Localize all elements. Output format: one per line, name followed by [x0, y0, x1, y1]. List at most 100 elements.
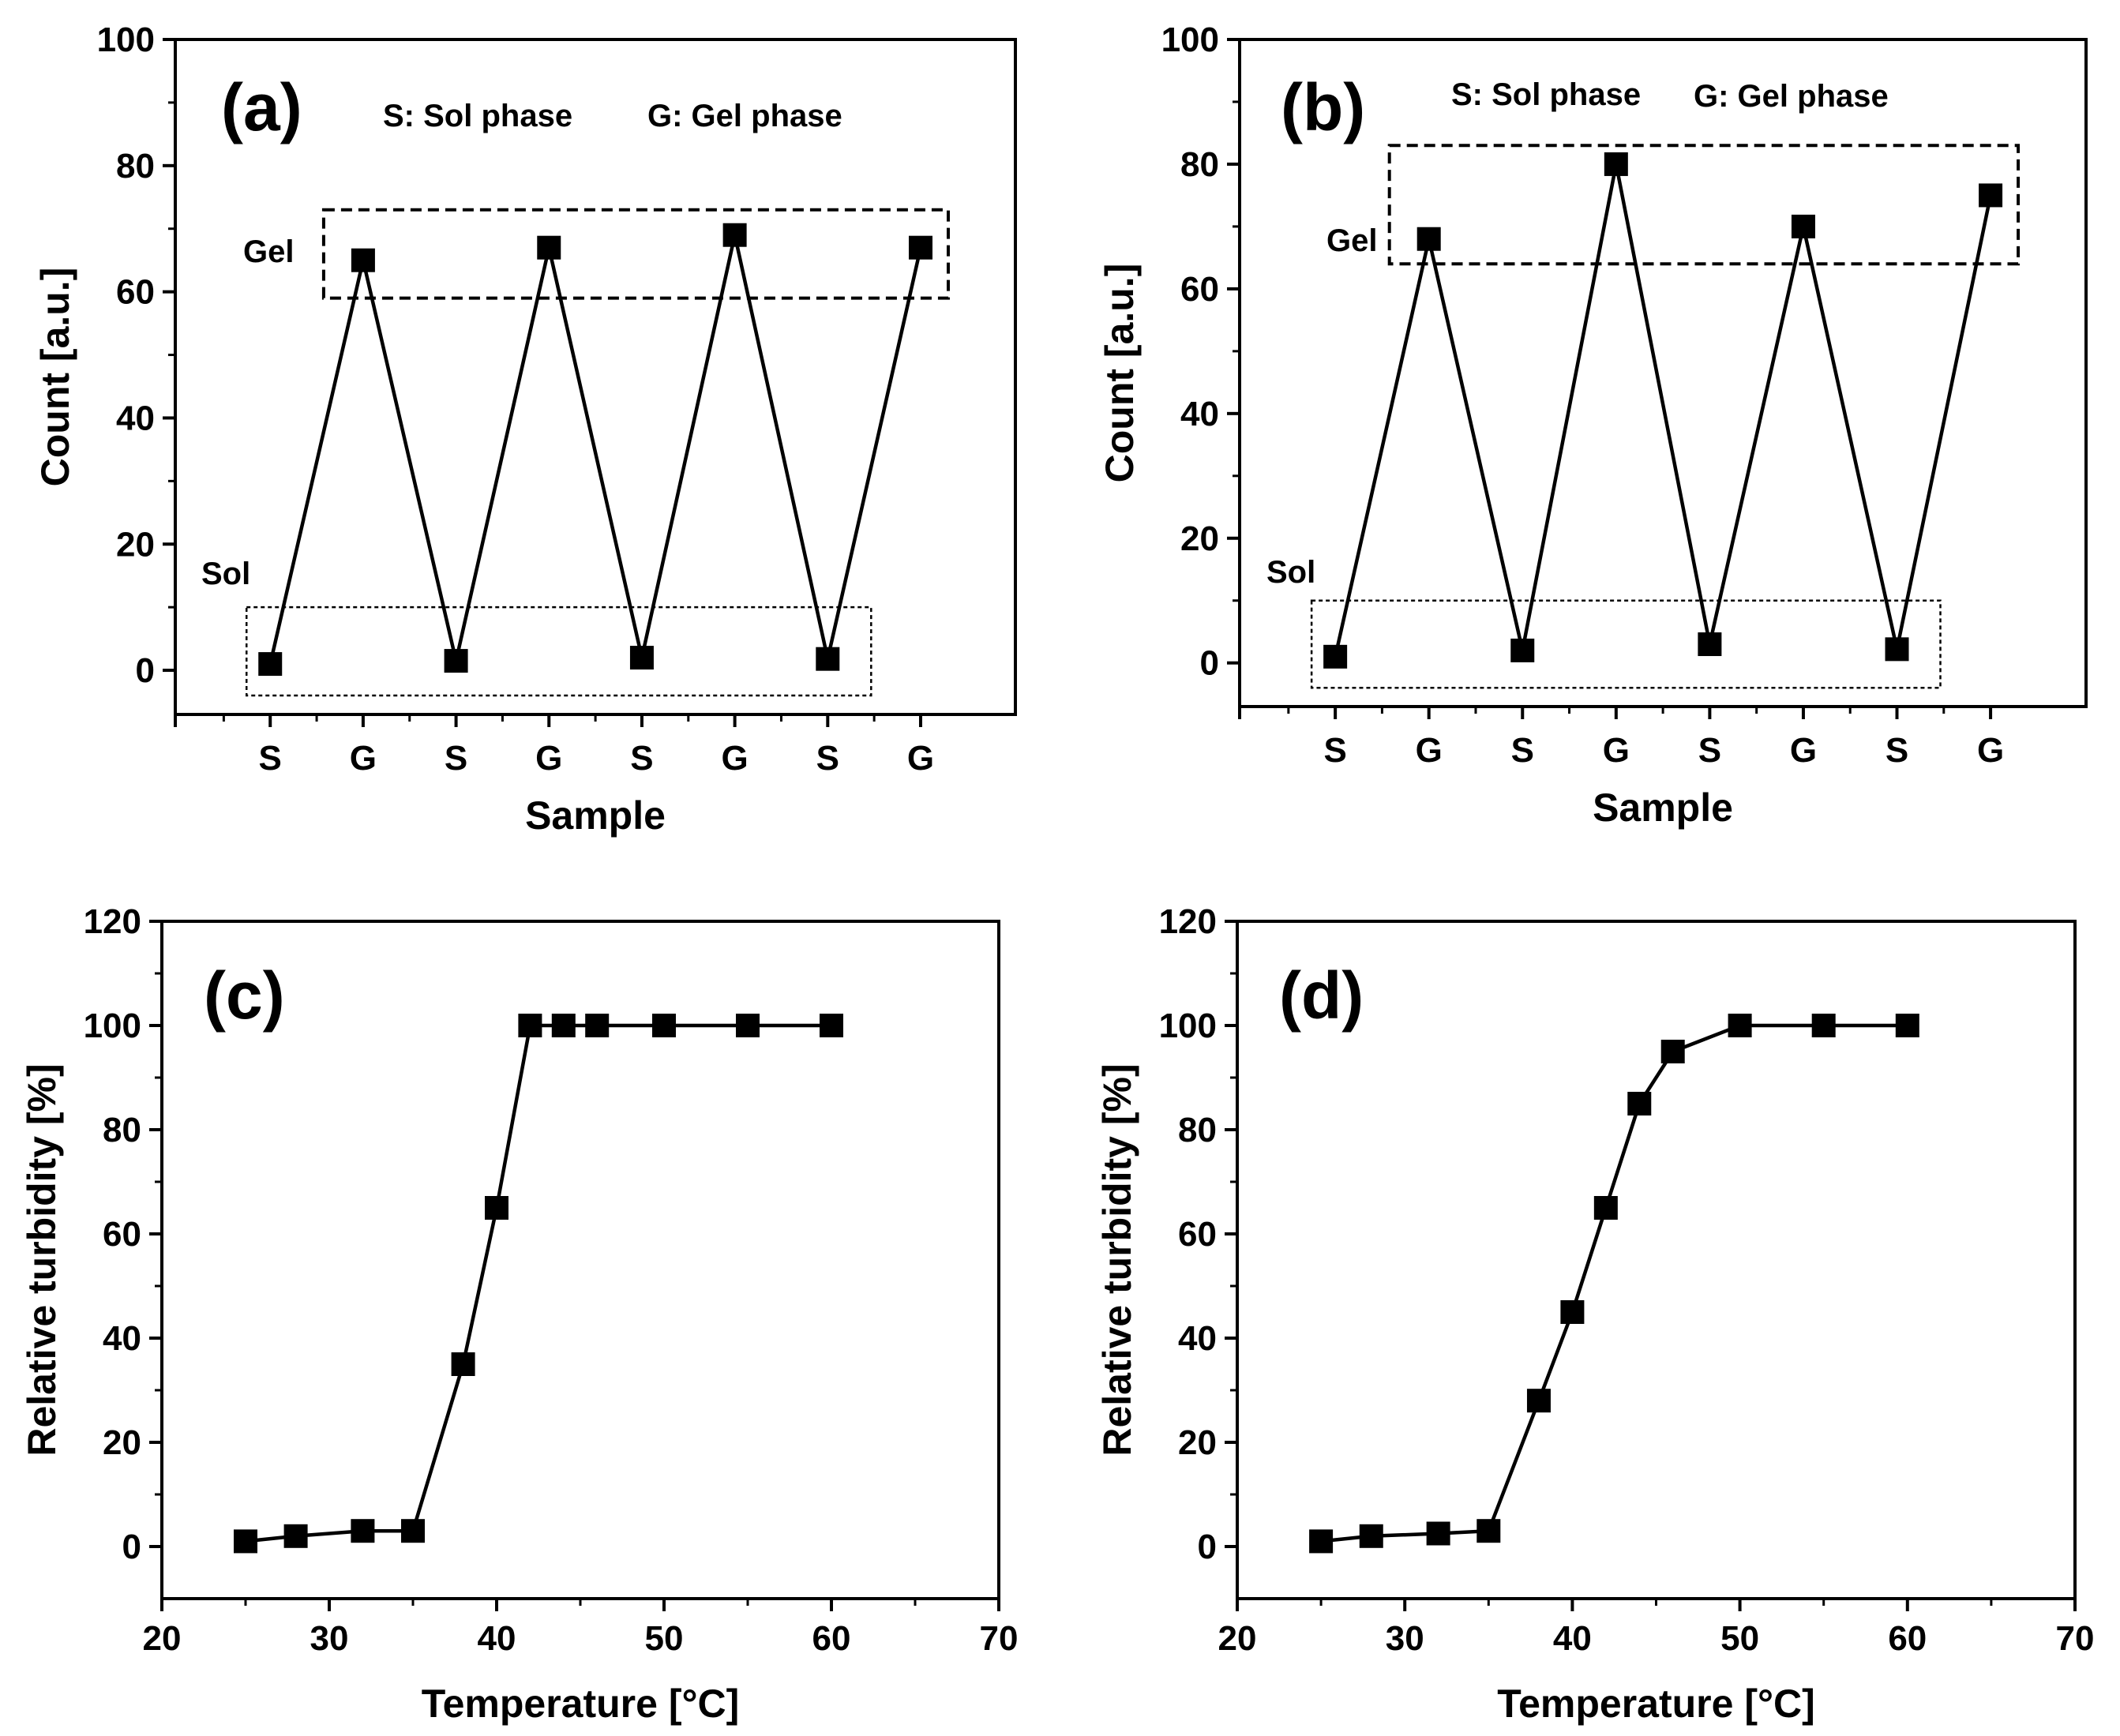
y-tick-label: 20: [116, 525, 155, 564]
data-point: [1660, 1040, 1685, 1063]
y-tick-label: 80: [1180, 145, 1219, 184]
y-tick-label: 60: [1178, 1215, 1217, 1254]
x-tick-label: 40: [1553, 1619, 1592, 1658]
y-axis-title: Relative turbidity [%]: [1095, 1063, 1139, 1456]
series-line: [1320, 1023, 1908, 1543]
x-tick-label: S: [1698, 731, 1721, 770]
y-axis-title: Count [a.u.]: [33, 268, 77, 487]
data-point: [351, 1519, 375, 1543]
x-tick-label: S: [816, 739, 839, 778]
x-tick-label: 30: [1386, 1619, 1424, 1658]
data-point: [1309, 1529, 1334, 1554]
sol-region-label: Sol: [201, 557, 250, 591]
x-tick-label: 60: [1888, 1619, 1927, 1658]
chart-a: 0 20 40 60 80 100 S G S G S G S G Sample Count [a.u.] (a…: [33, 21, 1017, 838]
x-tick-label: 70: [980, 1619, 1019, 1658]
x-tick-label: 60: [812, 1619, 851, 1658]
y-tick-label: 20: [1180, 519, 1219, 558]
x-tick-label: S: [1885, 731, 1908, 770]
data-point: [537, 235, 561, 260]
data-point: [234, 1529, 257, 1554]
x-tick-label: 20: [143, 1619, 182, 1658]
chart-c: 0 20 40 60 80 100 120 20 30 40 50 60 70 Temperature […: [20, 902, 1018, 1726]
y-tick-label: 60: [1180, 270, 1219, 309]
x-tick-label: S: [259, 739, 282, 778]
x-tick-label: 20: [1218, 1619, 1257, 1658]
x-tick-label: G: [350, 739, 377, 778]
series-line: [1333, 163, 1993, 658]
x-tick-label: G: [535, 739, 562, 778]
phase-legend-text: S: Sol phase: [1451, 77, 1641, 112]
data-point: [1895, 1014, 1919, 1037]
sol-region-box: [245, 606, 872, 697]
x-tick-label: 70: [2056, 1619, 2095, 1658]
y-tick-label: 100: [1159, 1007, 1217, 1045]
x-tick-label: G: [1416, 731, 1443, 770]
data-point: [258, 652, 283, 677]
data-point: [1728, 1014, 1752, 1037]
data-point: [1593, 1196, 1618, 1220]
y-tick-label: 40: [103, 1319, 141, 1358]
y-axis-title: Relative turbidity [%]: [20, 1063, 64, 1456]
y-tick-label: 0: [1198, 1528, 1217, 1566]
data-point: [816, 647, 840, 671]
x-axis-title: Temperature [°C]: [422, 1682, 739, 1726]
data-point: [1426, 1521, 1450, 1546]
x-tick-label: 30: [310, 1619, 349, 1658]
panel-label: (a): [221, 70, 302, 144]
y-tick-label: 80: [1178, 1111, 1217, 1149]
x-axis-title: Sample: [525, 793, 666, 838]
x-tick-label: G: [1977, 731, 2004, 770]
data-point: [1560, 1300, 1585, 1324]
chart-d: 0 20 40 60 80 100 120 20 30 40 50 60 70 Temperature […: [1095, 902, 2094, 1726]
data-point: [1885, 637, 1909, 662]
gel-region-box: [321, 208, 950, 300]
data-point: [722, 223, 747, 247]
y-tick-label: 0: [1200, 644, 1219, 683]
y-axis-title: Count [a.u.]: [1098, 264, 1142, 483]
y-tick-label: 0: [122, 1528, 141, 1566]
plot-frame: [160, 920, 1000, 1600]
sol-region-label: Sol: [1266, 555, 1315, 590]
x-tick-label: G: [1790, 731, 1817, 770]
data-point: [1510, 638, 1535, 662]
phase-legend-text: G: Gel phase: [1694, 79, 1889, 114]
y-tick-label: 120: [84, 902, 141, 941]
y-tick-label: 120: [1159, 902, 1217, 941]
data-point: [444, 649, 468, 673]
data-point: [652, 1014, 676, 1037]
x-tick-label: S: [1323, 731, 1346, 770]
x-tick-label: 50: [645, 1619, 684, 1658]
y-tick-label: 80: [116, 147, 155, 186]
data-point: [1359, 1524, 1383, 1548]
chart-b: 0 20 40 60 80 100 S G S G S G S G Sample Count [a.u.] (b…: [1098, 21, 2088, 830]
data-point: [1627, 1092, 1652, 1115]
data-point: [1979, 183, 2003, 208]
data-point: [518, 1014, 542, 1037]
series-line: [268, 234, 923, 665]
y-tick-label: 0: [136, 651, 155, 690]
phase-legend-text: G: Gel phase: [647, 99, 842, 133]
data-point: [1416, 227, 1441, 251]
data-point: [551, 1014, 576, 1037]
x-axis-title: Sample: [1593, 786, 1733, 830]
data-point: [401, 1519, 425, 1543]
data-point: [1476, 1519, 1501, 1543]
data-point: [908, 235, 932, 260]
x-tick-label: S: [1511, 731, 1534, 770]
y-tick-label: 40: [1180, 395, 1219, 433]
y-tick-label: 20: [1178, 1423, 1217, 1462]
data-point: [485, 1196, 508, 1220]
gel-region-label: Gel: [1326, 223, 1377, 258]
data-point: [1604, 152, 1628, 176]
data-point: [283, 1524, 308, 1548]
y-tick-label: 40: [116, 399, 155, 437]
x-tick-label: S: [445, 739, 467, 778]
y-tick-label: 20: [103, 1423, 141, 1462]
y-tick-label: 100: [84, 1007, 141, 1045]
x-tick-label: 50: [1720, 1619, 1759, 1658]
data-point: [1323, 644, 1348, 669]
sol-region-box: [1310, 599, 1942, 689]
gel-region-box: [1387, 144, 2021, 266]
